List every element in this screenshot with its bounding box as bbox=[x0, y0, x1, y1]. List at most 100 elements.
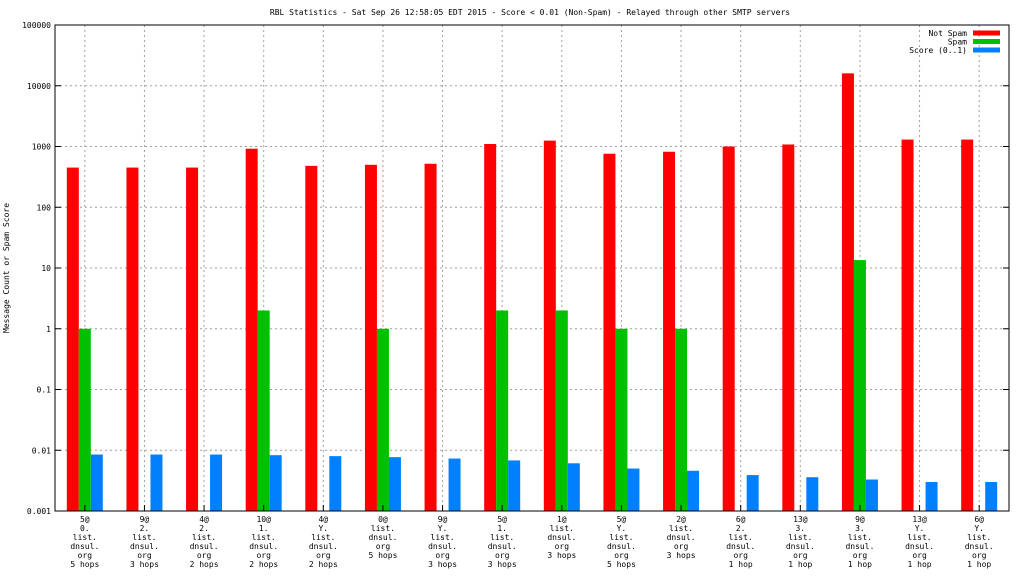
bar-not-spam bbox=[782, 144, 795, 511]
x-tick-label-line: org bbox=[495, 551, 510, 560]
y-tick-label: 10000 bbox=[27, 82, 51, 91]
bar-score-0-1 bbox=[746, 475, 759, 511]
bar-score-0-1 bbox=[985, 482, 998, 511]
x-tick-label-line: 3 hops bbox=[428, 560, 457, 569]
legend-swatch bbox=[973, 30, 1000, 36]
x-tick-label: 9@ 2. list. dnsul. org 3 hops bbox=[130, 515, 159, 569]
bar-not-spam bbox=[186, 167, 199, 512]
x-tick-label-line: 1. bbox=[259, 524, 269, 533]
x-tick-label-line: org bbox=[912, 551, 927, 560]
bar-not-spam bbox=[841, 73, 854, 512]
x-tick-label-line: Y. bbox=[617, 524, 627, 533]
x-tick-label-line: org bbox=[793, 551, 808, 560]
x-tick-label: 13@ 3. list. dnsul. org 1 hop bbox=[786, 515, 815, 569]
bar-not-spam bbox=[484, 143, 497, 511]
x-tick-label-line: dnsul. bbox=[130, 542, 159, 551]
x-tick-label: 10@ 1. list. dnsul. org 2 hops bbox=[249, 515, 278, 569]
x-tick-label-line: org bbox=[733, 551, 748, 560]
y-tick-label: 0.1 bbox=[37, 386, 52, 395]
x-tick-label: 5@ 1. list. dnsul. org 3 hops bbox=[488, 515, 517, 569]
x-tick-label-line: dnsul. bbox=[70, 542, 99, 551]
x-tick-label-line: 5 hops bbox=[368, 551, 397, 560]
bar-spam bbox=[376, 328, 389, 511]
x-tick-label-line: dnsul. bbox=[190, 542, 219, 551]
bar-spam bbox=[496, 310, 509, 511]
bar-score-0-1 bbox=[269, 455, 282, 511]
x-tick-label-line: list. bbox=[252, 533, 276, 542]
x-tick-label: 6@ 2. list. dnsul. org 1 hop bbox=[726, 515, 755, 569]
x-tick-label-line: Y. bbox=[318, 524, 328, 533]
x-tick-label-line: dnsul. bbox=[667, 533, 696, 542]
x-tick-label-line: list. bbox=[431, 533, 455, 542]
bar-not-spam bbox=[603, 153, 616, 511]
bar-score-0-1 bbox=[865, 479, 878, 511]
bar-score-0-1 bbox=[210, 454, 223, 511]
bar-score-0-1 bbox=[806, 477, 819, 511]
bar-score-0-1 bbox=[90, 454, 103, 511]
x-tick-label-line: list. bbox=[550, 524, 574, 533]
x-tick-label-line: dnsul. bbox=[368, 533, 397, 542]
x-tick-label-line: 2 hops bbox=[309, 560, 338, 569]
bars bbox=[66, 73, 998, 512]
x-tick-label-line: org bbox=[972, 551, 987, 560]
x-tick-label-line: 4@ bbox=[318, 515, 328, 524]
x-tick-label-line: 0@ bbox=[378, 515, 388, 524]
x-tick-label-line: 1 hop bbox=[788, 560, 812, 569]
bar-spam bbox=[555, 310, 568, 511]
bar-score-0-1 bbox=[388, 457, 401, 511]
x-tick-label-line: 3 hops bbox=[488, 560, 517, 569]
x-tick-label-line: 3 hops bbox=[130, 560, 159, 569]
bar-not-spam bbox=[305, 165, 318, 511]
legend-swatch bbox=[973, 47, 1000, 53]
x-tick-label-line: list. bbox=[908, 533, 932, 542]
x-tick-label-line: 3. bbox=[795, 524, 805, 533]
x-tick-label-line: org bbox=[435, 551, 450, 560]
x-tick-label: 5@ Y. list. dnsul. org 5 hops bbox=[607, 515, 636, 569]
x-tick-label: 4@ 2. list. dnsul. org 2 hops bbox=[190, 515, 219, 569]
x-tick-label-line: 3. bbox=[855, 524, 865, 533]
x-tick-label-line: 2. bbox=[199, 524, 209, 533]
x-tick-label-line: org bbox=[78, 551, 93, 560]
x-tick-label-line: dnsul. bbox=[428, 542, 457, 551]
bar-not-spam bbox=[722, 146, 735, 511]
x-tick-label-line: 6@ bbox=[736, 515, 746, 524]
x-tick-label-line: list. bbox=[609, 533, 633, 542]
x-tick-label-line: Y. bbox=[974, 524, 984, 533]
x-tick-label-line: 5 hops bbox=[607, 560, 636, 569]
x-tick-label-line: 5@ bbox=[617, 515, 627, 524]
y-tick-label: 1 bbox=[46, 325, 51, 334]
bar-not-spam bbox=[364, 164, 377, 511]
x-tick-label: 4@ Y. list. dnsul. org 2 hops bbox=[309, 515, 338, 569]
x-tick-label-line: list. bbox=[729, 533, 753, 542]
x-tick-label-line: 2@ bbox=[676, 515, 686, 524]
x-tick-label-line: 9@ bbox=[140, 515, 150, 524]
legend-label: Spam bbox=[948, 38, 967, 47]
x-tick-label-line: Y. bbox=[438, 524, 448, 533]
x-tick-label-line: 2 hops bbox=[249, 560, 278, 569]
x-tick-label-line: list. bbox=[73, 533, 97, 542]
bar-spam bbox=[675, 328, 688, 511]
x-tick-label-line: dnsul. bbox=[547, 533, 576, 542]
x-tick-label-line: list. bbox=[311, 533, 335, 542]
x-tick-label-line: org bbox=[555, 542, 570, 551]
x-tick-label: 1@ list. dnsul. org 3 hops bbox=[547, 515, 576, 560]
x-tick-label-line: dnsul. bbox=[786, 542, 815, 551]
bar-spam bbox=[78, 328, 91, 511]
chart-title: RBL Statistics - Sat Sep 26 12:58:05 EDT… bbox=[270, 8, 790, 17]
y-tick-label: 10 bbox=[41, 264, 51, 273]
bar-not-spam bbox=[66, 167, 79, 512]
bar-score-0-1 bbox=[448, 458, 461, 511]
x-tick-label-line: 1. bbox=[497, 524, 507, 533]
x-tick-label-line: list. bbox=[788, 533, 812, 542]
x-tick-label: 9@ Y. list. dnsul. org 3 hops bbox=[428, 515, 457, 569]
x-tick-label-line: 1 hop bbox=[908, 560, 932, 569]
x-tick-label-line: dnsul. bbox=[607, 542, 636, 551]
bar-not-spam bbox=[901, 139, 914, 511]
x-tick-label-line: list. bbox=[192, 533, 216, 542]
y-tick-label: 0.001 bbox=[27, 507, 51, 516]
x-tick-label-line: org bbox=[674, 542, 689, 551]
x-tick-label-line: org bbox=[853, 551, 868, 560]
bar-score-0-1 bbox=[925, 482, 938, 511]
